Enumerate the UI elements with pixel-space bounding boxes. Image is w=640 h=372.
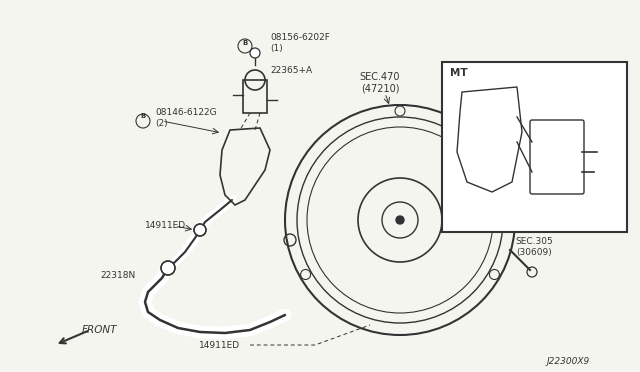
Text: B: B — [140, 113, 145, 119]
Text: 08146-6122G
(2): 08146-6122G (2) — [155, 108, 216, 128]
Circle shape — [396, 216, 404, 224]
Text: J22300X9: J22300X9 — [547, 357, 590, 366]
Text: 22318N: 22318N — [100, 270, 135, 279]
Circle shape — [161, 261, 175, 275]
Text: B: B — [242, 40, 247, 46]
Text: 14911ED: 14911ED — [200, 340, 241, 350]
Circle shape — [194, 224, 206, 236]
Text: 22365+A: 22365+A — [270, 65, 312, 74]
Text: FRONT: FRONT — [82, 325, 118, 335]
Text: SEC.470
(47210): SEC.470 (47210) — [360, 72, 400, 94]
Circle shape — [250, 48, 260, 58]
Text: 14911ED: 14911ED — [145, 221, 186, 230]
Text: SEC.305
(30609): SEC.305 (30609) — [515, 237, 553, 257]
FancyBboxPatch shape — [442, 62, 627, 232]
Text: MT: MT — [450, 68, 468, 78]
Text: 08156-6202F
(1): 08156-6202F (1) — [270, 33, 330, 53]
